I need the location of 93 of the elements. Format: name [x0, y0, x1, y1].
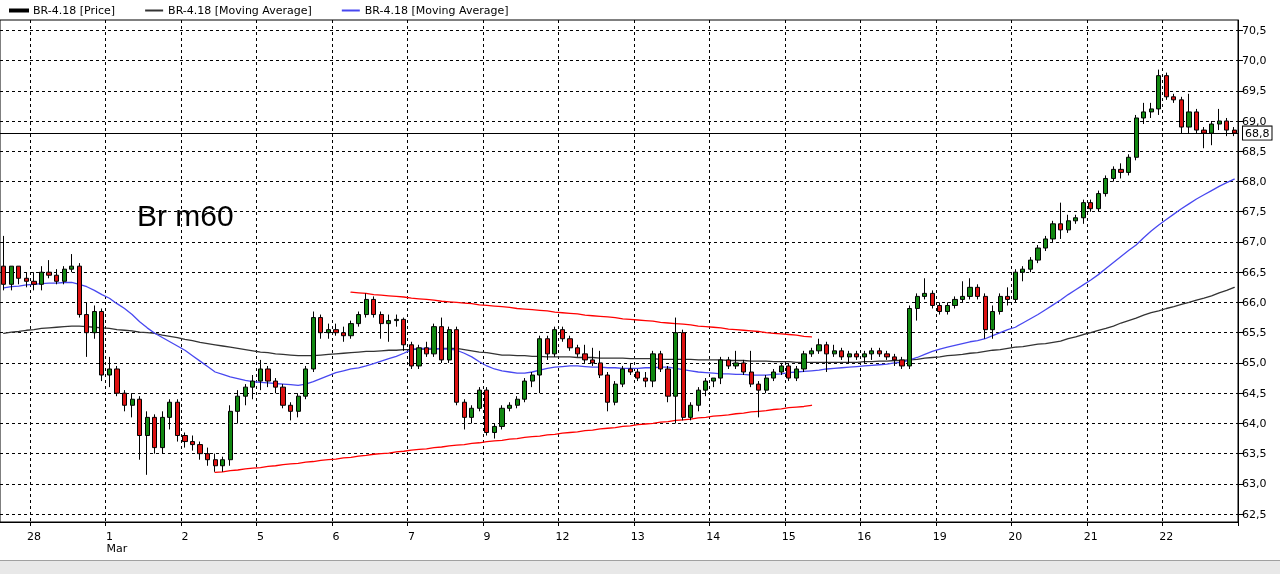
candlestick: [832, 344, 837, 358]
candlestick: [1126, 153, 1131, 176]
candlestick: [620, 365, 625, 388]
x-tick-label: 16: [857, 530, 872, 543]
candlestick: [839, 347, 844, 361]
candlestick: [273, 377, 278, 394]
candlestick: [869, 347, 874, 361]
candlestick: [220, 456, 225, 473]
x-tick-label: 5: [256, 530, 264, 543]
x-tick-label: 1: [105, 530, 113, 543]
y-tick-label: 62,5: [1242, 507, 1267, 521]
x-tick-label: 9: [483, 530, 491, 543]
candlestick: [809, 347, 814, 358]
candlestick: [288, 401, 293, 421]
candlestick: [1066, 214, 1071, 234]
candlestick: [605, 371, 610, 412]
candlestick: [1073, 214, 1078, 225]
x-tick-label: 2: [181, 530, 189, 543]
candlestick: [1103, 174, 1108, 198]
x-tick-label: 13: [630, 530, 645, 543]
candlestick: [1118, 162, 1124, 179]
candlestick: [371, 295, 376, 319]
x-tick-label: 28: [26, 530, 41, 543]
y-tick-label: 64,0: [1242, 416, 1267, 430]
candlestick: [1111, 165, 1116, 182]
candlestick: [424, 341, 429, 358]
candlestick: [394, 314, 399, 328]
candlestick: [643, 371, 648, 388]
x-tick-label: 15: [781, 530, 796, 543]
candlestick: [1035, 244, 1041, 264]
candlestick: [507, 401, 512, 412]
x-tick-label: 20: [1008, 530, 1023, 543]
candlestick: [356, 311, 361, 328]
y-tick-label: 66,0: [1242, 295, 1267, 309]
y-tick-label: 65,5: [1242, 326, 1267, 340]
y-tick-label: 65,0: [1242, 356, 1267, 370]
candlestick: [1028, 256, 1033, 273]
legend-label: BR-4.18 [Moving Average]: [168, 4, 312, 17]
candlestick: [1043, 235, 1048, 252]
legend-label: BR-4.18 [Moving Average]: [364, 4, 509, 17]
candlestick: [794, 365, 799, 382]
candlestick: [1149, 102, 1154, 119]
candlestick: [341, 326, 346, 343]
candlestick: [69, 253, 74, 273]
candlestick: [1171, 93, 1176, 104]
candlestick: [884, 350, 890, 361]
legend-label: BR-4.18 [Price]: [33, 4, 116, 17]
y-tick-label: 63,5: [1242, 447, 1267, 461]
candlestick: [1217, 108, 1222, 131]
y-tick-label: 68,0: [1242, 174, 1267, 188]
x-tick-label: 6: [332, 530, 340, 543]
candlestick: [922, 277, 927, 300]
line-series: [3, 286, 1235, 363]
line-series: [3, 178, 1235, 386]
y-tick-label: 69,0: [1242, 114, 1267, 128]
annotation: Br m60: [137, 198, 234, 232]
y-tick-label: 63,0: [1242, 477, 1267, 491]
candlestick: [311, 311, 316, 373]
y-tick-label: 70,5: [1242, 23, 1267, 37]
y-tick-label: 67,0: [1242, 235, 1267, 249]
y-tick-label: 68,5: [1242, 144, 1267, 158]
x-tick-label: 21: [1083, 530, 1098, 543]
x-tick-label: 22: [1159, 530, 1174, 543]
candlestick: [688, 401, 693, 421]
candlestick: [265, 365, 271, 388]
candlestick: [967, 277, 973, 300]
candlestick: [515, 395, 520, 409]
line-series: [214, 404, 813, 474]
candlestick: [469, 404, 474, 424]
candlestick: [190, 435, 195, 452]
text: Mar: [106, 542, 128, 555]
x-tick-label: 12: [555, 530, 570, 543]
ref-line-label: 68,8: [1245, 126, 1270, 140]
x-tick-label: 19: [932, 530, 947, 543]
candlestick: [530, 371, 535, 388]
y-tick-label: 66,5: [1242, 265, 1267, 279]
candlestick: [771, 368, 776, 382]
candlestick: [545, 335, 550, 361]
candlestick: [567, 335, 573, 352]
candlestick: [877, 347, 882, 358]
candlestick: [816, 338, 822, 355]
y-tick-label: 69,5: [1242, 84, 1267, 98]
candlestick: [575, 344, 580, 358]
x-tick-label: 14: [706, 530, 721, 543]
y-tick-label: 70,0: [1242, 54, 1267, 68]
candlestick: [975, 283, 980, 300]
line-series: [350, 291, 813, 338]
x-tick-label: 7: [407, 530, 415, 543]
candlestick: [764, 374, 769, 394]
candlestick: [77, 262, 82, 319]
y-tick-label: 67,5: [1242, 205, 1267, 219]
y-tick-label: 64,5: [1242, 386, 1267, 400]
candlestick: [213, 453, 218, 473]
